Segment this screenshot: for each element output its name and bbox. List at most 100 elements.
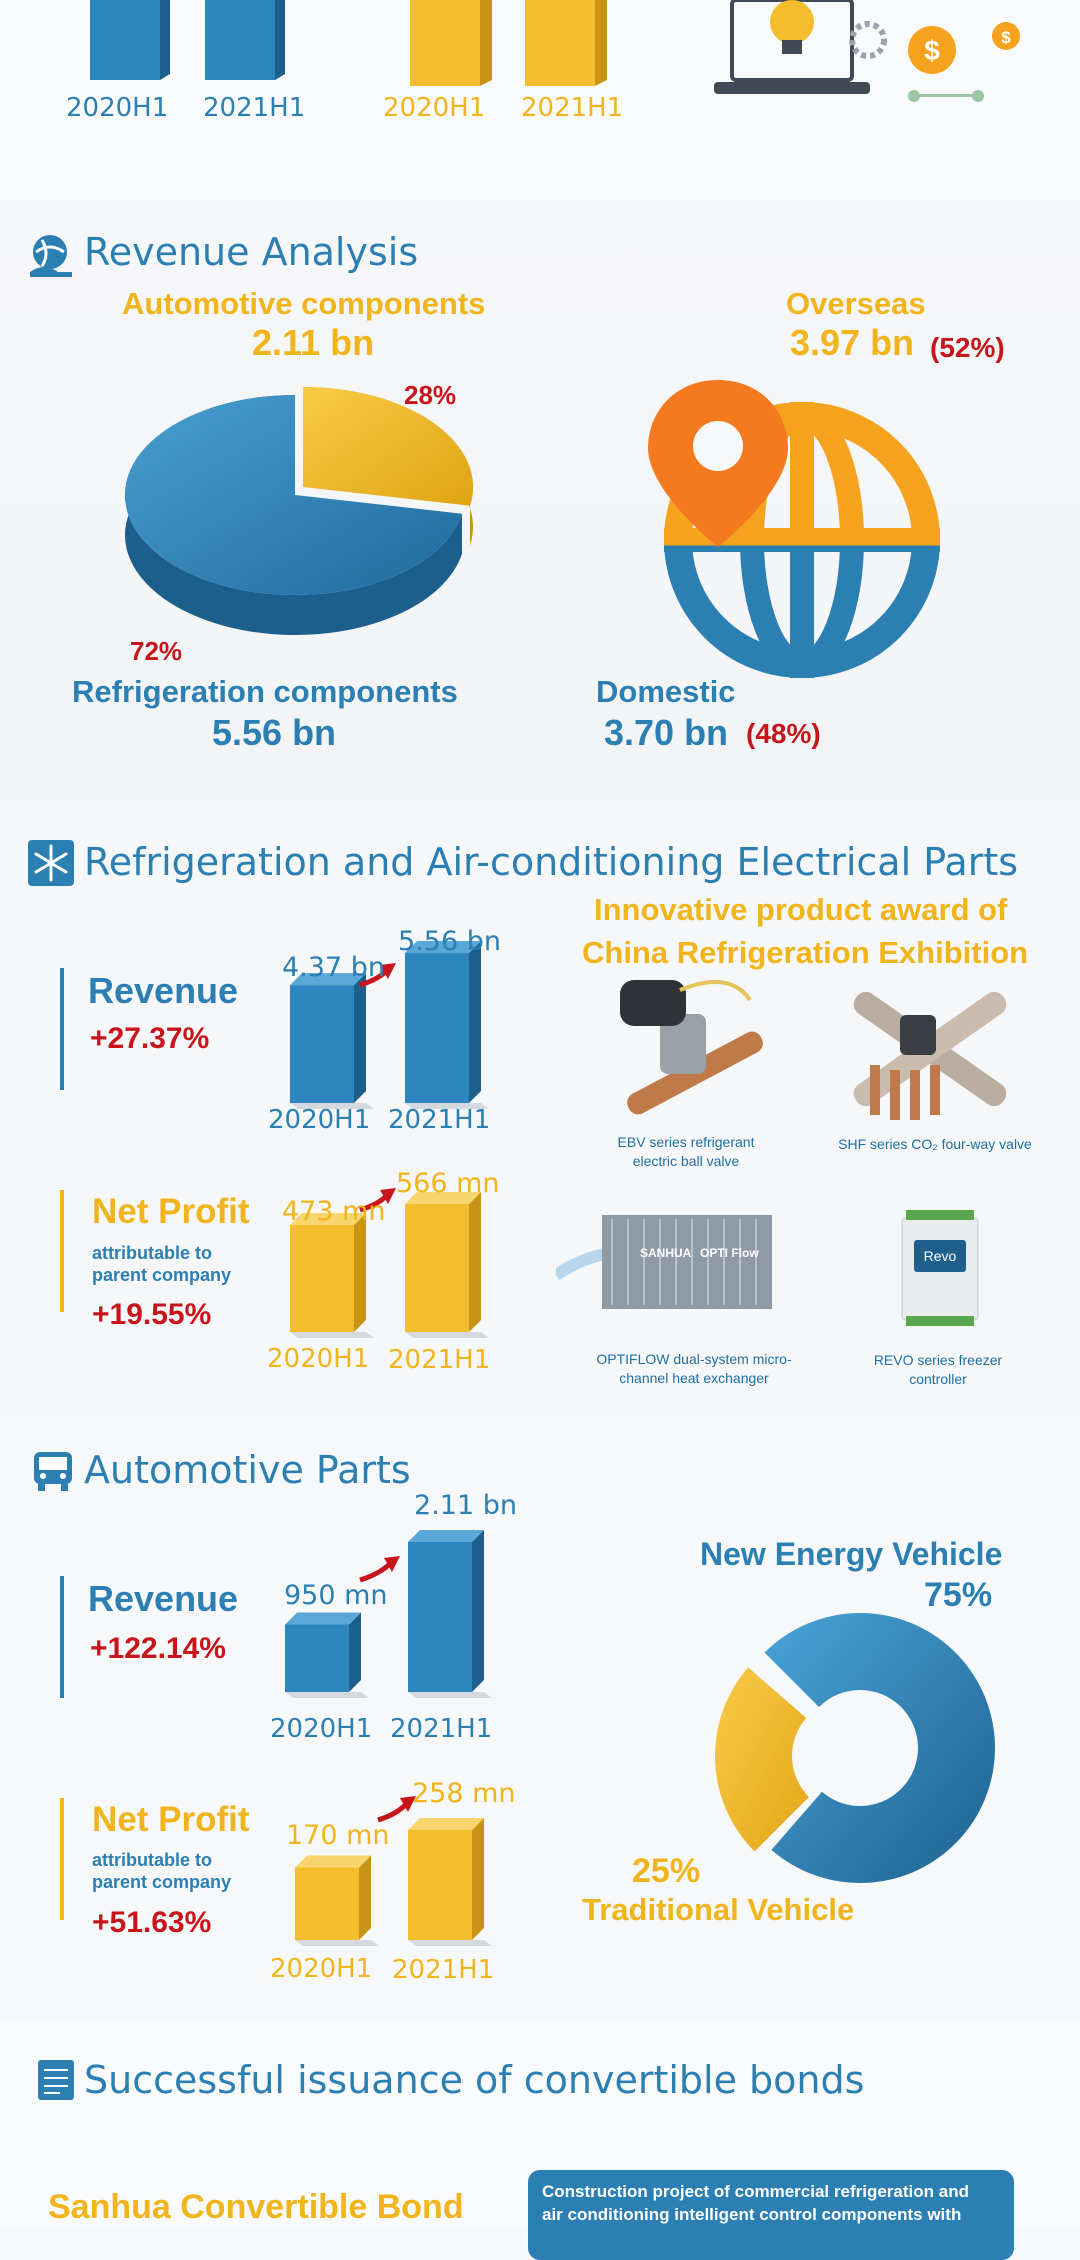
overseas-label: Overseas [786, 286, 926, 321]
dollar-coin-icon: $ $ [908, 22, 1020, 74]
auto-revenue-label: Revenue [88, 1578, 239, 1619]
refrig-revenue-bar-2020H1 [290, 973, 374, 1109]
bond-name: Sanhua Convertible Bond [48, 2188, 464, 2226]
award-line-2: China Refrigeration Exhibition [582, 935, 1029, 970]
auto-components-label: Automotive components [122, 286, 486, 321]
optiflow-tag: OPTI Flow [700, 1246, 759, 1260]
refrig-profit-tick-2020: 2020H1 [267, 1344, 370, 1374]
nev-pct: 75% [924, 1576, 993, 1614]
auto-profit-bar-2020H1 [295, 1855, 379, 1946]
top-yellow-bar-2020 [410, 0, 492, 86]
auto-revenue-tick-2020: 2020H1 [270, 1714, 373, 1744]
revo-controller-image: Revo [901, 1210, 979, 1326]
globe-split-chart [648, 380, 940, 678]
auto-profit-tick-2020: 2020H1 [270, 1954, 373, 1984]
refrig-profit-label: Net Profit [92, 1192, 250, 1231]
shf-caption: SHF series CO₂ four-way valve [838, 1136, 1032, 1152]
refrig-revenue-tick-2021: 2021H1 [388, 1105, 491, 1135]
donut-slice-new-energy-vehicle [764, 1613, 995, 1883]
optiflow-brand: SANHUA [640, 1246, 692, 1260]
bus-icon [34, 1452, 72, 1491]
top-tick-yellow-2021: 2021H1 [521, 93, 624, 123]
vehicle-donut-chart [715, 1613, 995, 1883]
refrig-components-pct: 72% [130, 636, 183, 666]
domestic-pct: (48%) [746, 718, 821, 749]
auto-components-pct: 28% [404, 380, 457, 410]
refrig-profit-bar-2021H1 [405, 1192, 489, 1338]
pie-slice-refrigeration-components [124, 395, 462, 635]
auto-revenue-value-2020: 950 mn [284, 1580, 388, 1611]
refrig-profit-growth-arrow [359, 1188, 396, 1213]
optiflow-caption-1: OPTIFLOW dual-system micro- [596, 1351, 792, 1367]
trad-pct: 25% [632, 1852, 701, 1890]
refrig-revenue-label: Revenue [88, 970, 239, 1011]
refrig-revenue-value-2020: 4.37 bn [282, 952, 385, 983]
auto-profit-sub2: parent company [92, 1872, 232, 1892]
domestic-value: 3.70 bn [604, 712, 729, 753]
refrig-revenue-accent [60, 968, 64, 1090]
auto-profit-growth-arrow [377, 1796, 416, 1823]
refrig-profit-sub1: attributable to [92, 1243, 212, 1263]
bond-project-line-2: air conditioning intelligent control com… [542, 2205, 962, 2224]
auto-profit-tick-2021: 2021H1 [392, 1955, 495, 1985]
ebv-valve-image [620, 980, 763, 1115]
top-bars [90, 0, 607, 86]
auto-revenue-accent [60, 1576, 64, 1698]
auto-revenue-tick-2021: 2021H1 [390, 1714, 493, 1744]
auto-profit-bar-2021H1 [408, 1818, 492, 1946]
auto-profit-value-2021: 258 mn [412, 1778, 516, 1809]
svg-text:$: $ [924, 35, 940, 66]
globe-domestic [664, 545, 940, 678]
auto-revenue-value-2021: 2.11 bn [414, 1490, 517, 1521]
automotive-band [0, 1415, 1080, 2020]
top-tick-blue-2020: 2020H1 [66, 93, 169, 123]
top-yellow-bar-2021 [525, 0, 607, 86]
refrig-revenue-chart [290, 941, 489, 1109]
innovation-illustration: $ $ [714, 0, 1020, 102]
top-blue-bar-2021 [205, 0, 285, 80]
bond-document-icon [38, 2060, 74, 2100]
refrig-profit-chart [290, 1188, 489, 1338]
auto-revenue-growth: +122.14% [90, 1632, 226, 1665]
auto-profit-chart [295, 1796, 492, 1946]
top-tick-yellow-2020: 2020H1 [383, 93, 486, 123]
refrig-profit-value-2020: 473 mn [282, 1196, 386, 1227]
optiflow-image: SANHUA OPTI Flow [556, 1215, 772, 1309]
shf-valve-image [853, 991, 1007, 1120]
ebv-caption-2: electric ball valve [632, 1153, 740, 1169]
bond-project-box: Construction project of commercial refri… [528, 2170, 1014, 2260]
auto-revenue-bar-2020H1 [285, 1612, 369, 1698]
overseas-pct: (52%) [930, 332, 1005, 363]
nev-label: New Energy Vehicle [700, 1536, 1003, 1572]
revo-caption-1: REVO series freezer [873, 1352, 1003, 1368]
bonds-title: Successful issuance of convertible bonds [84, 2058, 865, 2102]
refrig-profit-bar-2020H1 [290, 1213, 374, 1338]
refrig-profit-tick-2021: 2021H1 [388, 1345, 491, 1375]
donut-slice-traditional-vehicle [715, 1667, 809, 1852]
network-dots-icon [908, 90, 984, 102]
refrig-profit-sub2: parent company [92, 1265, 232, 1285]
refrig-components-label: Refrigeration components [72, 674, 458, 709]
svg-text:$: $ [1001, 28, 1011, 47]
refrig-profit-accent [60, 1190, 64, 1312]
auto-revenue-growth-arrow [359, 1556, 400, 1583]
lightbulb-icon [770, 0, 814, 54]
auto-revenue-bar-2021H1 [408, 1530, 492, 1698]
auto-profit-label: Net Profit [92, 1800, 250, 1839]
pie-slice-automotive-components [303, 387, 473, 546]
auto-profit-value-2020: 170 mn [286, 1820, 390, 1851]
refrig-profit-value-2021: 566 mn [396, 1168, 500, 1199]
auto-profit-accent [60, 1798, 64, 1920]
optiflow-caption-2: channel heat exchanger [619, 1370, 769, 1386]
auto-profit-growth: +51.63% [92, 1906, 212, 1939]
bond-project-line-1: Construction project of commercial refri… [542, 2182, 969, 2201]
revo-caption-2: controller [909, 1371, 967, 1387]
award-line-1: Innovative product award of [594, 892, 1008, 927]
refrig-revenue-growth-arrow [359, 963, 396, 988]
auto-profit-sub1: attributable to [92, 1850, 212, 1870]
globe-hand-icon [30, 235, 72, 277]
refrig-revenue-bar-2021H1 [405, 941, 489, 1109]
location-pin-icon [648, 380, 788, 547]
top-blue-bar-2020 [90, 0, 170, 80]
refrig-profit-growth: +19.55% [92, 1298, 212, 1331]
